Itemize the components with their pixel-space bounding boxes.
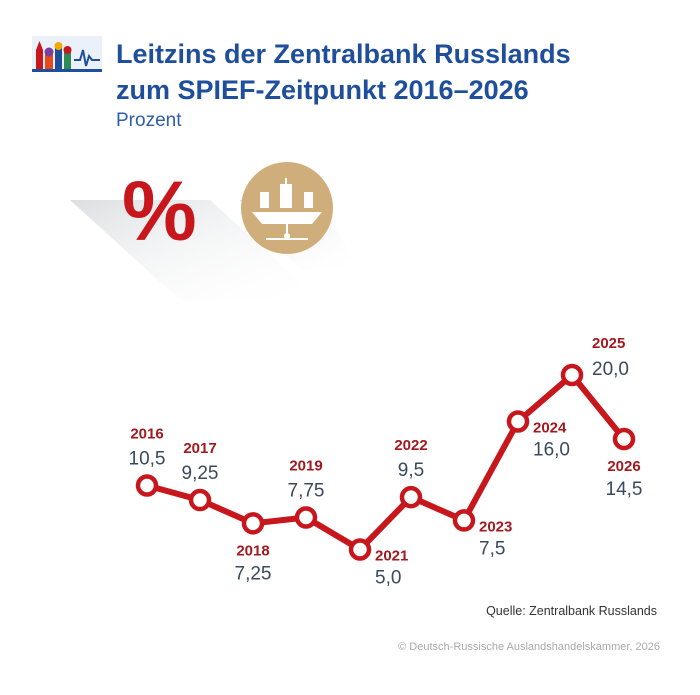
year-label-2019: 2019 (289, 458, 322, 475)
year-label-2017: 2017 (183, 440, 216, 457)
data-point-2025 (560, 363, 584, 387)
value-label-2026: 14,5 (606, 479, 643, 500)
title-line-1: Leitzins der Zentralbank Russlands (116, 39, 571, 69)
value-label-2017: 9,25 (182, 463, 219, 484)
data-point-2022 (399, 485, 423, 509)
data-point-2018 (241, 512, 265, 535)
title-line-2: zum SPIEF-Zeitpunkt 2016–2026 (116, 75, 529, 105)
year-label-2022: 2022 (394, 437, 427, 454)
value-label-2024: 16,0 (533, 440, 570, 461)
copyright-note: © Deutsch-Russische Auslandshandelskamme… (398, 641, 660, 653)
value-label-2021: 5,0 (375, 568, 401, 589)
unit-subtitle: Prozent (116, 110, 182, 131)
source-note: Quelle: Zentralbank Russlands (486, 604, 657, 618)
value-label-2019: 7,75 (288, 481, 325, 502)
data-point-2017 (188, 488, 212, 512)
ship-emblem-icon (241, 162, 333, 254)
data-point-2023 (452, 509, 476, 532)
year-label-2025: 2025 (592, 335, 625, 352)
kremlin-skyline-logo-icon (32, 36, 102, 72)
data-point-2026 (612, 427, 636, 451)
value-label-2016: 10,5 (129, 449, 166, 470)
series-line (144, 372, 627, 553)
year-label-2016: 2016 (130, 426, 163, 443)
year-label-2021: 2021 (375, 548, 408, 565)
year-label-2018: 2018 (236, 542, 269, 559)
data-point-2021 (348, 538, 372, 561)
value-label-2022: 9,5 (398, 460, 424, 481)
data-point-2016 (135, 474, 159, 497)
year-label-2024: 2024 (533, 420, 567, 437)
value-label-2018: 7,25 (235, 563, 272, 584)
percent-icon: % (122, 164, 197, 258)
year-label-2026: 2026 (607, 458, 640, 475)
data-point-2019 (294, 506, 318, 529)
data-point-2024 (506, 410, 530, 433)
page-title: Leitzins der Zentralbank Russlands zum S… (116, 36, 676, 108)
year-label-2023: 2023 (479, 518, 512, 535)
value-label-2023: 7,5 (479, 538, 505, 559)
value-label-2025: 20,0 (592, 359, 629, 380)
decoration: % (60, 160, 360, 300)
